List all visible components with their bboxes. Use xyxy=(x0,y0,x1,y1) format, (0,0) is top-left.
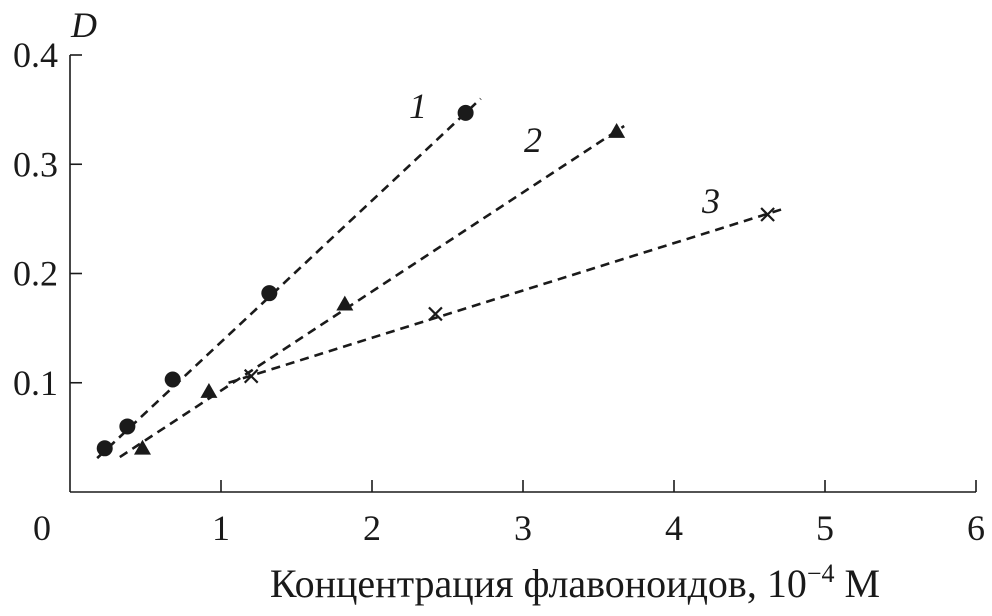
x-tick-label: 6 xyxy=(967,508,985,548)
fit-line-series-2 xyxy=(119,124,625,459)
circle-marker xyxy=(457,104,474,121)
x-marker xyxy=(760,207,775,222)
x-tick-label: 3 xyxy=(514,508,532,548)
circle-marker xyxy=(119,418,136,435)
y-tick-label: 0.2 xyxy=(13,254,58,294)
series-label-2: 2 xyxy=(524,120,542,160)
axes: 0 1 2 3 4 5 6 0.1 0.2 0.3 0.4 xyxy=(13,35,985,548)
x-tick-label: 4 xyxy=(665,508,683,548)
circle-marker xyxy=(164,371,181,388)
fit-line-series-3 xyxy=(228,207,784,384)
x-tick-label: 0 xyxy=(33,508,51,548)
y-tick-label: 0.4 xyxy=(13,35,58,75)
x-axis-title-text: Концентрация флавоноидов, 10 xyxy=(270,561,807,606)
triangle-marker xyxy=(200,382,218,398)
x-tick-label: 2 xyxy=(363,508,381,548)
x-marker-stroke xyxy=(428,306,443,322)
series-label-1: 1 xyxy=(409,86,427,126)
x-axis-title: Концентрация флавоноидов, 10−4 М xyxy=(270,559,880,606)
x-tick-label: 1 xyxy=(212,508,230,548)
x-tick-label: 5 xyxy=(816,508,834,548)
circle-marker xyxy=(96,440,113,457)
series-labels: 1 2 3 xyxy=(409,86,720,221)
triangle-marker xyxy=(608,122,626,138)
fit-lines xyxy=(96,97,784,460)
y-tick-label: 0.1 xyxy=(13,363,58,403)
triangle-marker xyxy=(336,295,354,311)
data-markers xyxy=(96,104,775,457)
triangle-marker xyxy=(133,439,151,455)
x-marker-stroke xyxy=(760,207,775,222)
y-tick-label: 0.3 xyxy=(13,144,58,184)
x-marker xyxy=(428,306,443,322)
x-marker-stroke xyxy=(243,368,259,384)
x-axis-title-unit: М xyxy=(835,561,881,606)
circle-marker xyxy=(261,285,278,302)
x-axis-title-exponent: −4 xyxy=(807,559,835,588)
x-marker xyxy=(243,368,259,384)
series-label-3: 3 xyxy=(701,181,720,221)
fit-line-series-1 xyxy=(96,97,482,460)
y-axis-title: D xyxy=(70,5,97,45)
